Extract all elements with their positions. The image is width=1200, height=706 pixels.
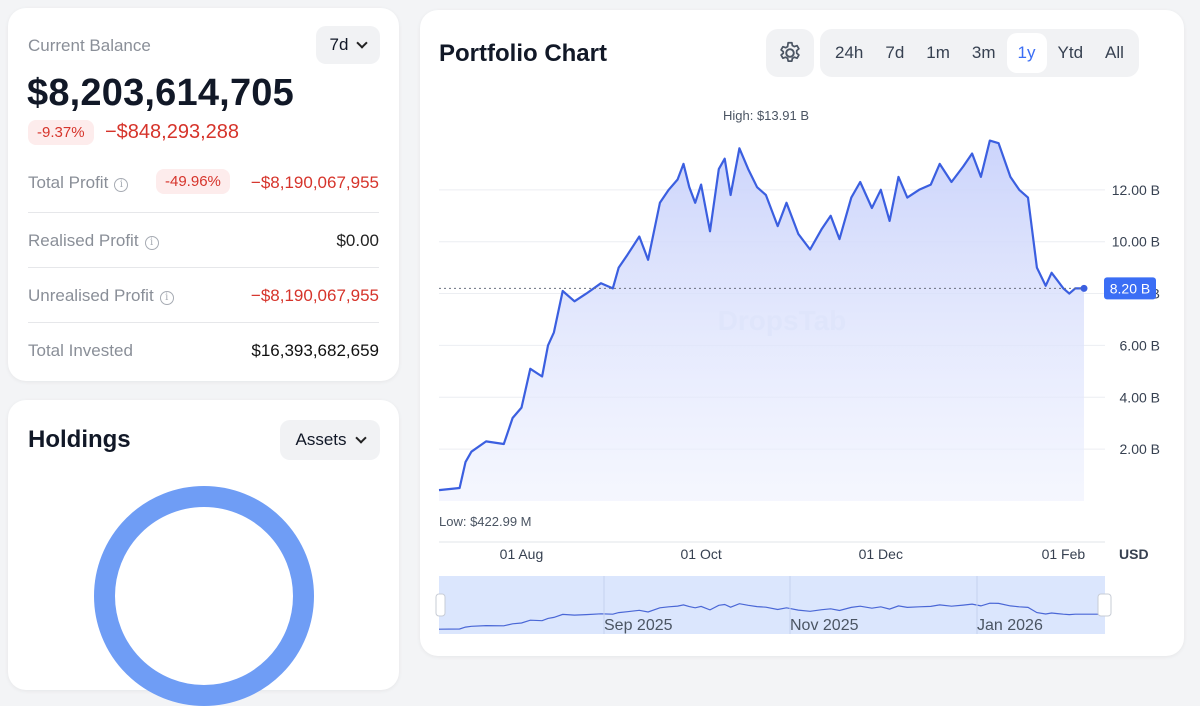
chart-area-fill bbox=[439, 140, 1084, 501]
balance-card: Current Balance 7d $8,203,614,705 -9.37%… bbox=[8, 8, 399, 381]
divider bbox=[28, 267, 379, 268]
navigator-right-handle[interactable] bbox=[1097, 593, 1112, 617]
realised-profit-label: Realised Profit bbox=[28, 231, 139, 250]
total-profit-label: Total Profit bbox=[28, 173, 109, 192]
y-tick-label: 4.00 B bbox=[1120, 389, 1160, 405]
total-profit-row-label: Total Profit i bbox=[28, 173, 129, 193]
current-value-dot bbox=[1080, 284, 1088, 292]
y-tick-label: 12.00 B bbox=[1112, 182, 1160, 198]
chart-low-label: Low: $422.99 M bbox=[439, 514, 532, 529]
chart-navigator[interactable] bbox=[439, 576, 1105, 634]
chart-settings-button[interactable] bbox=[766, 29, 814, 77]
tab-all[interactable]: All bbox=[1105, 43, 1124, 62]
currency-label: USD bbox=[1119, 546, 1149, 562]
balance-period-value: 7d bbox=[329, 35, 349, 54]
navigator-label: Nov 2025 bbox=[790, 617, 859, 634]
gear-icon bbox=[780, 41, 800, 62]
unrealised-profit-row-label: Unrealised Profit i bbox=[28, 286, 174, 306]
tab-3m[interactable]: 3m bbox=[971, 43, 996, 62]
navigator-left-handle[interactable] bbox=[435, 593, 446, 617]
navigator-label: Jan 2026 bbox=[977, 617, 1043, 634]
unrealised-profit-value: −$8,190,067,955 bbox=[250, 286, 379, 305]
unrealised-profit-label: Unrealised Profit bbox=[28, 286, 154, 305]
x-tick-label: 01 Feb bbox=[1042, 546, 1086, 562]
portfolio-value-line bbox=[438, 139, 1084, 492]
balance-amount: $8,203,614,705 bbox=[27, 72, 294, 114]
current-value-badge bbox=[1104, 277, 1156, 300]
navigator-line bbox=[438, 602, 1104, 630]
tab-1m[interactable]: 1m bbox=[926, 43, 950, 62]
x-tick-label: 01 Oct bbox=[680, 546, 721, 562]
tab-1y[interactable]: 1y bbox=[1006, 33, 1047, 73]
divider bbox=[28, 322, 379, 323]
holdings-donut-chart[interactable] bbox=[94, 486, 314, 706]
portfolio-chart-card: Portfolio Chart 24h 7d 1m 3m 1y Ytd All DropsT… bbox=[420, 10, 1184, 656]
x-tick-label: 01 Aug bbox=[500, 546, 544, 562]
portfolio-chart[interactable]: DropsTab 2.00 B4.00 B6.00 B8.00 B10.00 B… bbox=[420, 10, 1184, 656]
current-value-label: 8.20 B bbox=[1110, 280, 1150, 296]
realised-profit-value: $0.00 bbox=[336, 231, 379, 250]
info-icon[interactable]: i bbox=[159, 291, 174, 305]
tab-24h[interactable]: 24h bbox=[835, 43, 864, 62]
info-icon[interactable]: i bbox=[144, 236, 159, 250]
y-tick-label: 10.00 B bbox=[1112, 234, 1160, 250]
total-profit-pct: -49.96% bbox=[156, 169, 230, 194]
x-tick-label: 01 Dec bbox=[859, 546, 903, 562]
chart-watermark: DropsTab bbox=[718, 305, 847, 336]
timeframe-tabs: 24h 7d 1m 3m 1y Ytd All bbox=[820, 29, 1139, 77]
holdings-card: Holdings Assets bbox=[8, 400, 399, 706]
total-invested-label: Total Invested bbox=[28, 341, 133, 360]
holdings-view-value: Assets bbox=[295, 430, 347, 449]
holdings-title: Holdings bbox=[28, 426, 131, 453]
total-profit-value: −$8,190,067,955 bbox=[250, 173, 379, 192]
y-tick-label: 6.00 B bbox=[1120, 337, 1160, 353]
balance-period-dropdown[interactable]: 7d bbox=[316, 26, 380, 64]
divider bbox=[28, 212, 379, 213]
chart-title: Portfolio Chart bbox=[439, 40, 607, 67]
tab-7d[interactable]: 7d bbox=[885, 43, 905, 62]
chart-high-label: High: $13.91 B bbox=[723, 108, 809, 123]
total-invested-value: $16,393,682,659 bbox=[251, 341, 379, 360]
balance-change-pct: -9.37% bbox=[28, 120, 94, 145]
realised-profit-row-label: Realised Profit i bbox=[28, 231, 159, 251]
y-tick-label: 2.00 B bbox=[1120, 441, 1160, 457]
info-icon[interactable]: i bbox=[114, 178, 129, 192]
chevron-down-icon bbox=[356, 36, 369, 49]
chevron-down-icon bbox=[354, 431, 367, 444]
current-balance-label: Current Balance bbox=[28, 36, 151, 55]
holdings-view-dropdown[interactable]: Assets bbox=[280, 420, 380, 460]
balance-change-abs: −$848,293,288 bbox=[105, 121, 240, 143]
tab-ytd[interactable]: Ytd bbox=[1057, 43, 1084, 62]
navigator-label: Sep 2025 bbox=[604, 617, 673, 634]
